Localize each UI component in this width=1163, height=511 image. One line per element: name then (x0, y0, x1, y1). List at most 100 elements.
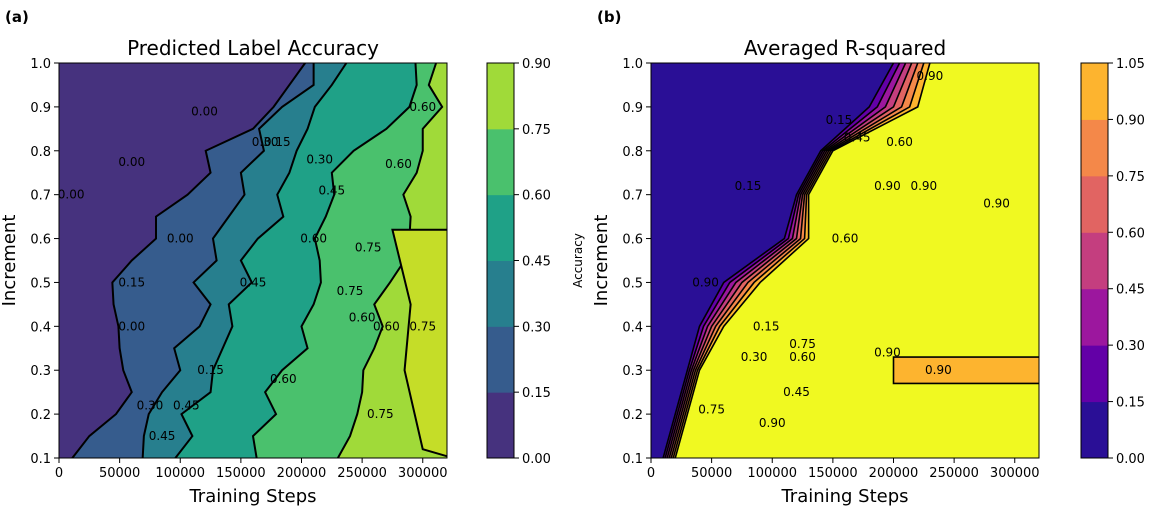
contour-patch-0.90-stripe (892, 356, 1039, 385)
y-tick-label: 0.3 (30, 364, 51, 379)
colorbar-tick-label: 1.05 (1116, 57, 1145, 72)
panel-label: (a) (5, 8, 29, 26)
contour-label: 0.15 (264, 135, 291, 149)
colorbar-tick-label: 0.30 (1116, 339, 1145, 354)
x-axis-ticks: 0 50000 100000 150000 200000 250000 300000 (55, 458, 448, 481)
contour-label: 0.30 (741, 350, 768, 364)
contour-label: 0.00 (167, 232, 194, 246)
colorbar-frame (1080, 62, 1109, 459)
contour-label: 0.90 (692, 275, 719, 289)
y-tick-label: 0.9 (622, 101, 643, 116)
colorbar-tick-label: 0.15 (1116, 396, 1145, 411)
y-tick-label: 0.7 (30, 189, 51, 204)
colorbar-swatch (487, 326, 514, 393)
colorbar-tick-label: 0.90 (1116, 113, 1145, 128)
contour-label: 0.60 (832, 232, 859, 246)
x-tick-label: 150000 (216, 466, 266, 481)
y-axis-ticks: 0.1 0.2 0.3 0.4 0.5 0.6 0.7 0.8 0.9 1.0 (30, 57, 59, 467)
y-tick-label: 0.8 (30, 145, 51, 160)
y-axis-label: Increment (591, 215, 612, 307)
contour-label: 0.90 (874, 346, 901, 360)
contour-label: 0.45 (149, 429, 176, 443)
contour-label: 0.75 (337, 284, 364, 298)
panel-a-accuracy: 0.000.000.000.000.000.150.150.150.300.30… (0, 8, 585, 507)
contour-labels: 0.00 0.00 0.00 0.00 0.00 0.15 0.15 0.15 0.30 0.30… (58, 100, 436, 443)
contour-labels: 0.15 0.15 0.45 0.60 0.60 0.90 0.90 0.90 0.90 0.90… (692, 69, 1010, 430)
colorbar-swatch (487, 63, 514, 130)
colorbar-swatch (1081, 401, 1108, 459)
contour-label: 0.45 (844, 131, 871, 145)
colorbar-swatch (1081, 63, 1108, 120)
colorbar-swatch (487, 194, 514, 261)
x-tick-label: 100000 (155, 466, 205, 481)
x-tick-label: 100000 (747, 466, 797, 481)
contour-label: 0.60 (789, 350, 816, 364)
plot-area: 0.00 0.00 0.00 0.00 0.00 0.15 0.15 0.15 0.30 0.30… (58, 63, 447, 458)
y-tick-label: 0.5 (30, 276, 51, 291)
x-tick-label: 300000 (398, 466, 448, 481)
colorbar: 0.00 0.15 0.30 0.45 0.60 0.75 0.90 Accuracy (486, 57, 585, 467)
colorbar-swatch (1081, 345, 1108, 403)
contour-label: 0.45 (783, 385, 810, 399)
x-axis-label: Training Steps (188, 486, 316, 507)
y-tick-label: 0.7 (622, 189, 643, 204)
contour-label: 0.30 (306, 153, 333, 167)
colorbar: 0.000.150.300.450.600.750.901.05R-square… (1080, 57, 1145, 467)
contour-label: 0.30 (137, 398, 164, 412)
y-tick-label: 1.0 (622, 57, 643, 72)
x-tick-label: 250000 (929, 466, 979, 481)
plot-frame (650, 62, 1040, 459)
y-tick-label: 0.1 (622, 452, 643, 467)
contour-label: 0.00 (118, 155, 145, 169)
contour-label: 0.00 (118, 319, 145, 333)
y-axis-ticks: 0.1 0.2 0.3 0.4 0.5 0.6 0.7 0.8 0.9 1.0 (622, 57, 651, 467)
contour-label: 0.90 (759, 416, 786, 430)
y-axis-label: Increment (0, 215, 20, 307)
plot-area: 0.15 0.15 0.45 0.60 0.60 0.90 0.90 0.90 0.90 0.90… (651, 63, 1039, 458)
colorbar-swatch (487, 128, 514, 196)
y-tick-label: 0.4 (30, 320, 51, 335)
colorbar-tick-label: 0.90 (522, 57, 551, 72)
colorbar-swatch (487, 392, 514, 459)
contour-band-0.90 (391, 228, 447, 458)
contour-label: 0.60 (886, 135, 913, 149)
y-tick-label: 0.9 (30, 101, 51, 116)
colorbar-tick-label: 0.75 (1116, 170, 1145, 185)
contour-label: 0.15 (197, 363, 224, 377)
y-tick-label: 0.1 (30, 452, 51, 467)
chart-title: Averaged R-squared (744, 36, 946, 60)
x-axis-ticks: 0 50000 100000 150000 200000 250000 300000 (647, 458, 1040, 481)
chart-title: Predicted Label Accuracy (127, 36, 379, 60)
colorbar-tick-label: 0.30 (522, 320, 551, 335)
y-tick-label: 0.4 (622, 320, 643, 335)
colorbar-tick-label: 0.60 (522, 189, 551, 204)
contour-label: 0.15 (118, 275, 145, 289)
colorbar-tick-label: 0.00 (1116, 452, 1145, 467)
colorbar-tick-label: 0.60 (1116, 226, 1145, 241)
panel-label: (b) (597, 8, 621, 26)
y-tick-label: 0.6 (622, 233, 643, 248)
contour-label: 0.60 (349, 311, 376, 325)
contour-label: 0.15 (826, 113, 853, 127)
colorbar-swatch (1081, 232, 1108, 290)
colorbar-tick-label: 0.75 (522, 123, 551, 138)
contour-label: 0.60 (385, 157, 412, 171)
panel-b-rsquared: 0.150.150.45 0.600.600.900.90 0.900.900.90… (591, 8, 1145, 507)
colorbar-tick-label: 0.45 (522, 255, 551, 270)
contour-label: 0.90 (925, 363, 952, 377)
y-tick-label: 0.2 (622, 408, 643, 423)
contour-label: 0.90 (910, 179, 937, 193)
x-axis-label: Training Steps (780, 486, 908, 507)
x-tick-label: 300000 (990, 466, 1040, 481)
x-tick-label: 50000 (691, 466, 732, 481)
contour-label: 0.00 (58, 188, 85, 202)
contour-label: 0.90 (983, 196, 1010, 210)
x-tick-label: 200000 (869, 466, 919, 481)
contour-label: 0.90 (917, 69, 944, 83)
contour-label: 0.00 (191, 104, 218, 118)
y-tick-label: 1.0 (30, 57, 51, 72)
x-tick-label: 0 (55, 466, 63, 481)
contour-label: 0.45 (240, 275, 267, 289)
contour-label: 0.15 (753, 319, 780, 333)
